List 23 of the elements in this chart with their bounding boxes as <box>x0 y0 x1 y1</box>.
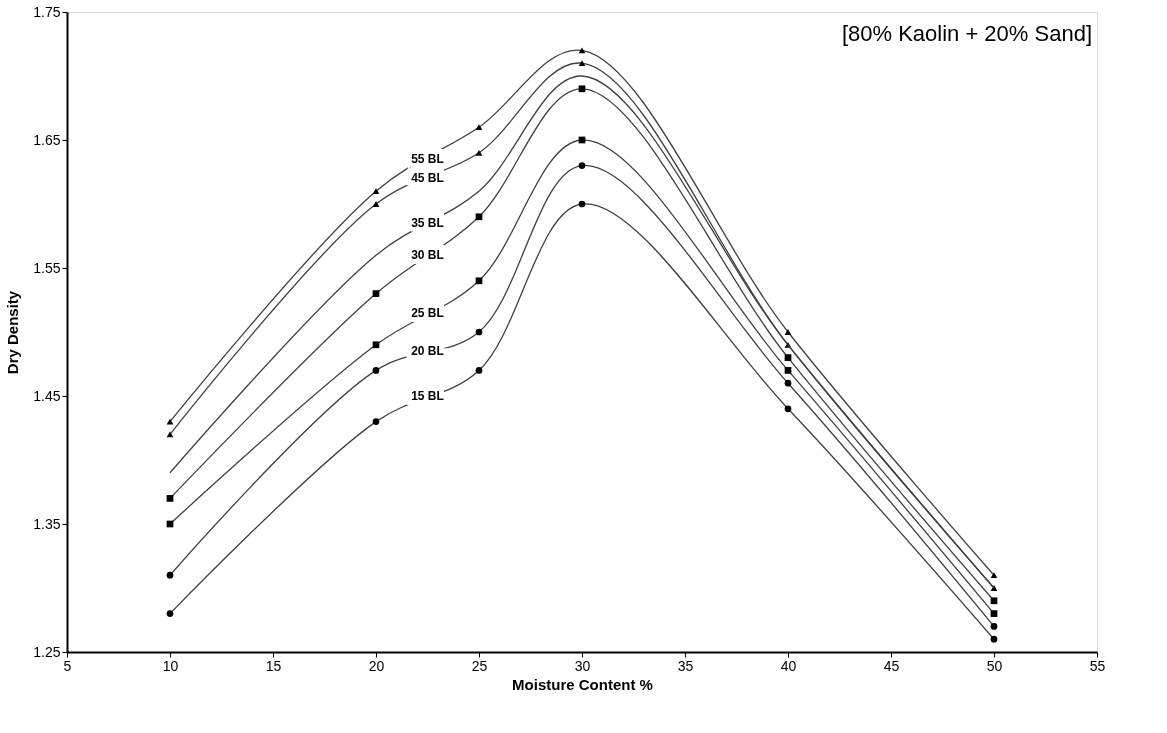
y-tick-label: 1.55 <box>33 259 61 276</box>
series-label: 30 BL <box>411 248 444 263</box>
x-tick-label: 45 <box>883 657 900 674</box>
y-tick-label: 1.35 <box>33 515 61 532</box>
y-tick-label: 1.25 <box>33 643 61 660</box>
x-tick-label: 30 <box>574 657 591 674</box>
x-tick-label: 10 <box>162 657 179 674</box>
x-tick-label: 25 <box>471 657 488 674</box>
x-tick-label: 35 <box>677 657 694 674</box>
x-axis-title: Moisture Content % <box>512 675 653 693</box>
series-label: 35 BL <box>411 216 444 231</box>
x-tick-label: 55 <box>1089 657 1106 674</box>
x-tick-label: 15 <box>265 657 282 674</box>
annotation: [80% Kaolin + 20% Sand] <box>841 21 1092 46</box>
x-tick-label: 5 <box>63 657 72 674</box>
y-axis-title: Dry Density <box>4 290 22 375</box>
x-tick-label: 40 <box>780 657 797 674</box>
x-tick-label: 50 <box>986 657 1003 674</box>
y-tick-label: 1.75 <box>33 3 61 20</box>
series-label: 25 BL <box>411 305 444 320</box>
x-tick-label: 20 <box>368 657 385 674</box>
y-tick-label: 1.45 <box>33 387 61 404</box>
y-tick-label: 1.65 <box>33 131 61 148</box>
